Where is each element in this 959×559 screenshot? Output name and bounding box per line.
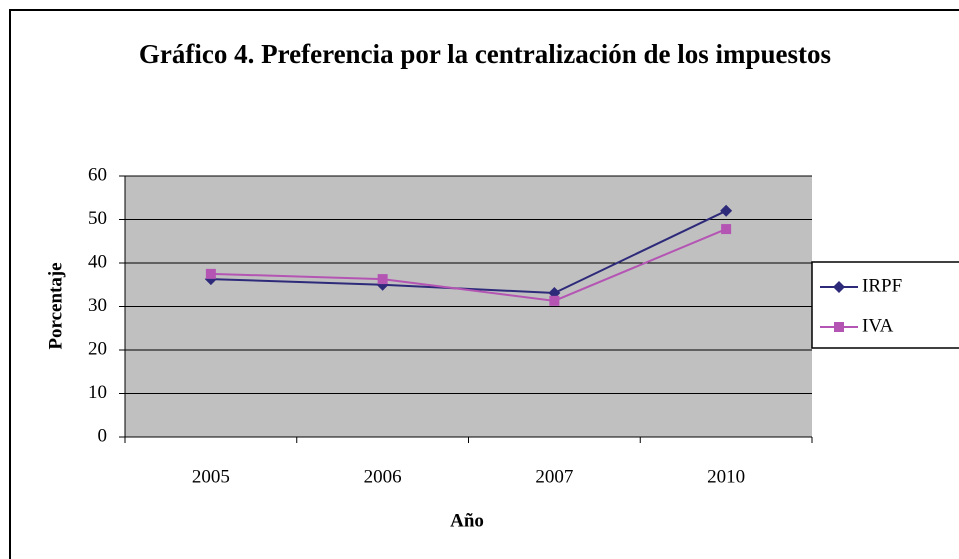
- x-axis-label: Año: [450, 510, 484, 531]
- legend-label: IRPF: [862, 275, 902, 296]
- series-line: [210, 209, 727, 295]
- legend-label: IVA: [862, 315, 894, 336]
- legend-marker: [833, 281, 845, 293]
- data-point: [549, 295, 560, 306]
- x-tick-label: 2006: [364, 466, 402, 487]
- data-point: [720, 204, 733, 217]
- y-tick-label: 10: [88, 382, 107, 403]
- y-tick-label: 50: [88, 208, 107, 229]
- y-tick-label: 40: [88, 251, 107, 272]
- x-tick-label: 2005: [192, 466, 230, 487]
- chart-title: Gráfico 4. Preferencia por la centraliza…: [138, 39, 832, 69]
- x-tick-label: 2007: [535, 466, 573, 487]
- legend-marker: [834, 322, 844, 332]
- y-tick-label: 0: [98, 425, 108, 446]
- data-point: [377, 274, 388, 285]
- data-point: [721, 224, 732, 235]
- legend: [811, 261, 959, 349]
- series-line: [210, 228, 727, 302]
- y-tick-label: 60: [88, 164, 107, 185]
- y-axis-label: Porcentaje: [45, 262, 66, 349]
- x-tick-label: 2010: [707, 466, 745, 487]
- y-tick-label: 20: [88, 338, 107, 359]
- data-point: [205, 268, 216, 279]
- y-tick-label: 30: [88, 295, 107, 316]
